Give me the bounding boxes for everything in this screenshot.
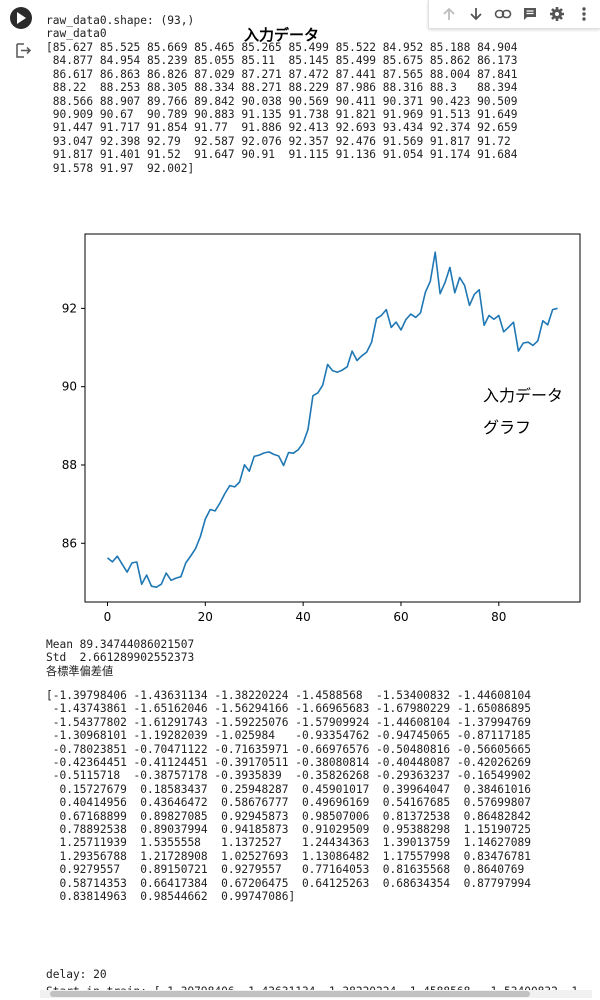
- more-vert-icon: [582, 7, 586, 21]
- play-icon: [17, 12, 26, 24]
- y-tick-label: 92: [62, 301, 77, 315]
- cell-gutter: [0, 0, 40, 1000]
- cell-settings-button[interactable]: [545, 2, 569, 26]
- y-axis: 86 88 90 92: [62, 301, 85, 550]
- chart-frame: [84, 233, 581, 603]
- delay-text: delay: 20: [46, 968, 107, 981]
- link-icon: [494, 9, 512, 19]
- x-tick-label: 80: [491, 610, 506, 624]
- comment-icon: [524, 8, 536, 20]
- y-tick-label: 90: [62, 380, 77, 394]
- output-actions-icon[interactable]: [14, 42, 32, 60]
- arrow-up-icon: [443, 7, 455, 20]
- move-cell-down-button[interactable]: [464, 2, 488, 26]
- scrollbar-thumb[interactable]: [50, 991, 530, 997]
- arrow-down-icon: [470, 8, 482, 21]
- chart-caption-line2: グラフ: [483, 418, 532, 437]
- move-cell-up-button[interactable]: [437, 2, 461, 26]
- raw-data-array-text: [85.627 85.525 85.669 85.465 85.265 85.4…: [46, 41, 518, 175]
- input-data-annotation: 入力データ: [244, 26, 320, 44]
- cell-toolbar: [428, 0, 600, 29]
- stats-text: Mean 89.34744086021507 Std 2.66128990255…: [46, 638, 195, 678]
- x-tick-label: 20: [198, 610, 213, 624]
- more-options-button[interactable]: [572, 2, 596, 26]
- y-tick-label: 88: [62, 458, 77, 472]
- x-axis: 0 20 40 60 80: [104, 602, 506, 624]
- x-tick-label: 0: [104, 610, 112, 624]
- horizontal-scrollbar[interactable]: [40, 990, 592, 998]
- series-line: [106, 251, 558, 588]
- settings-icon: [550, 7, 564, 21]
- x-tick-label: 40: [296, 610, 311, 624]
- line-chart: 0 20 40 60 80 86 88 90 92: [62, 233, 581, 624]
- run-cell-button[interactable]: [10, 7, 32, 29]
- copy-link-button[interactable]: [491, 2, 515, 26]
- x-tick-label: 60: [393, 610, 408, 624]
- y-tick-label: 86: [62, 536, 77, 550]
- chart-caption-line1: 入力データ: [483, 386, 564, 405]
- add-comment-button[interactable]: [518, 2, 542, 26]
- output-header-text: raw_data0.shape: (93,) raw_data0: [46, 14, 195, 41]
- std-array-text: [-1.39798406 -1.43631134 -1.38220224 -1.…: [46, 689, 531, 904]
